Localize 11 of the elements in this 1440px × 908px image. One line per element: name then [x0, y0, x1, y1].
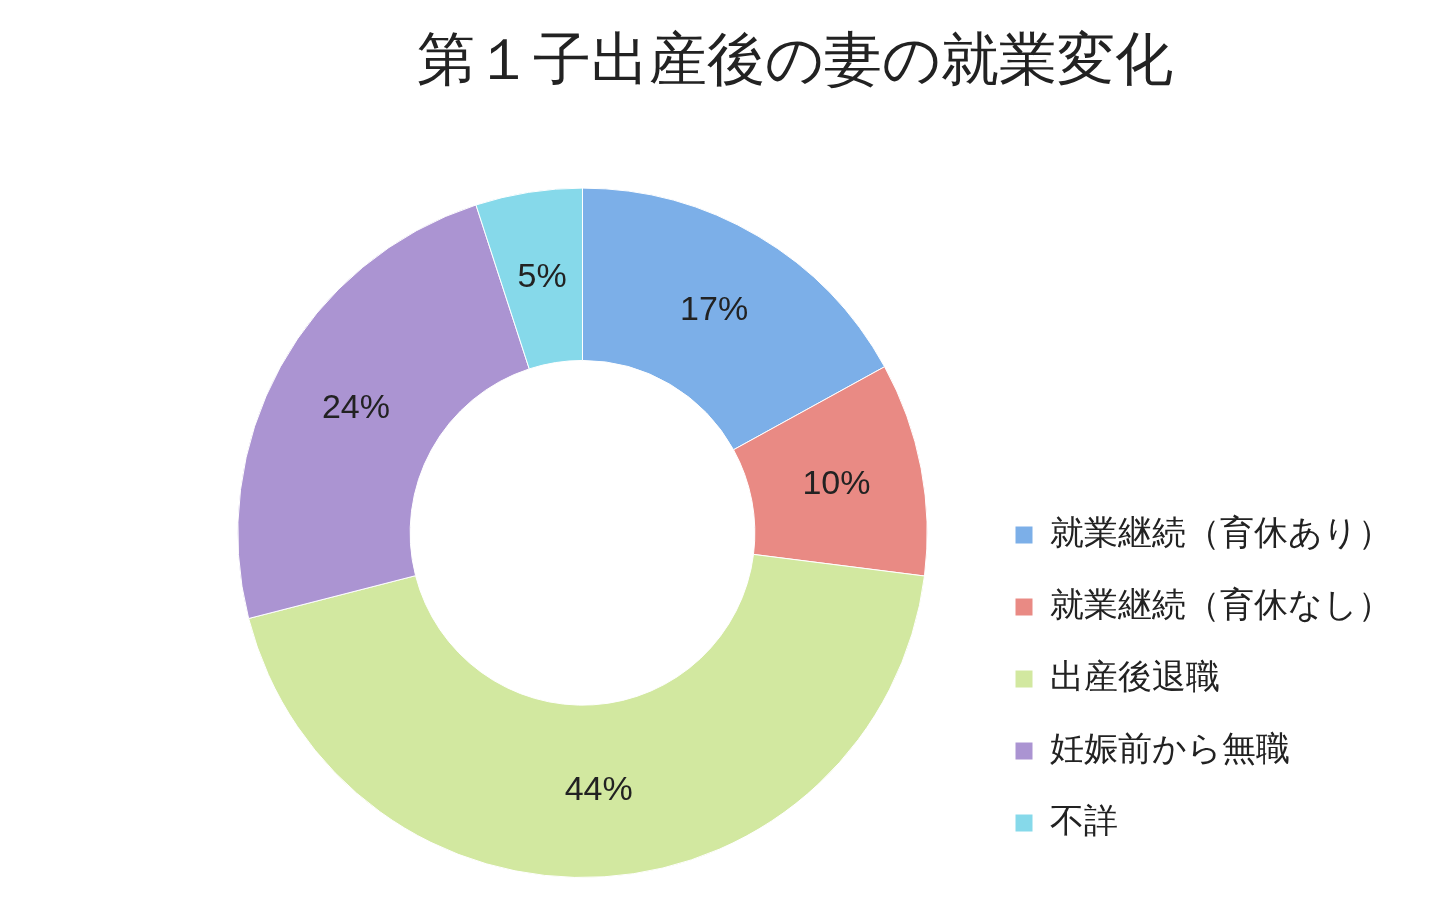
data-label: 5% [517, 255, 567, 294]
legend-label: 就業継続（育休なし） [1050, 585, 1392, 624]
data-label: 24% [321, 386, 390, 425]
data-label: 10% [802, 462, 871, 501]
legend-label: 妊娠前から無職 [1050, 729, 1290, 768]
legend-label: 出産後退職 [1050, 657, 1220, 696]
chart-title: 第１子出産後の妻の就業変化 [417, 25, 1173, 91]
data-label: 44% [564, 769, 633, 808]
data-label: 17% [680, 288, 749, 327]
legend-label: 不詳 [1050, 801, 1118, 840]
legend-label: 就業継続（育休あり） [1050, 513, 1392, 552]
